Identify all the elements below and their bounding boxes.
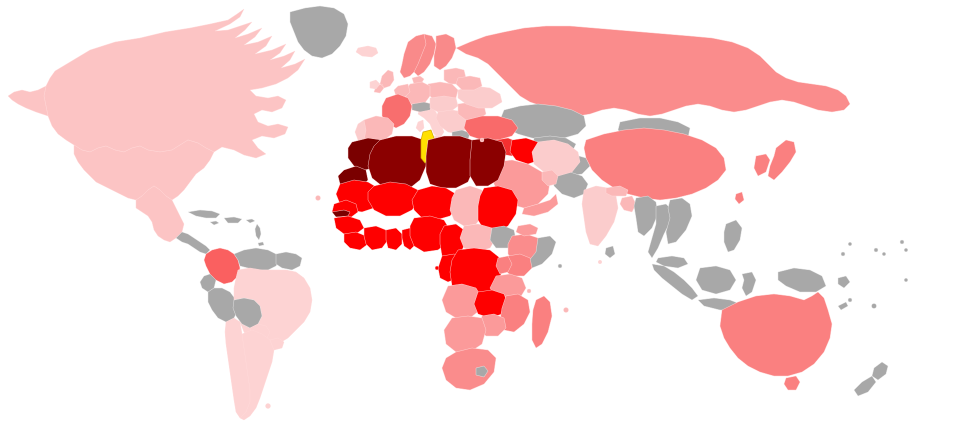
island-seychelles-marker[interactable] bbox=[558, 264, 562, 268]
island-falklands-marker[interactable] bbox=[266, 404, 271, 409]
country-sri-lanka[interactable] bbox=[605, 246, 615, 258]
island-cape-verde-marker[interactable] bbox=[315, 195, 320, 200]
country-ukraine[interactable] bbox=[458, 86, 502, 108]
country-venezuela[interactable] bbox=[234, 248, 280, 270]
country-lesotho[interactable] bbox=[476, 366, 488, 377]
country-nepal-bhutan[interactable] bbox=[606, 186, 628, 196]
country-borneo[interactable] bbox=[696, 266, 736, 294]
country-angola[interactable] bbox=[442, 284, 482, 318]
country-indonesia-sumatra[interactable] bbox=[652, 264, 698, 300]
country-united-states[interactable] bbox=[74, 140, 214, 200]
country-gambia[interactable] bbox=[332, 210, 350, 217]
region-oceania bbox=[720, 240, 908, 396]
country-czechia-slovakia-hungary[interactable] bbox=[430, 96, 458, 112]
country-somalia[interactable] bbox=[528, 236, 556, 268]
region-south-america bbox=[200, 248, 312, 420]
island-madagascar[interactable] bbox=[532, 296, 552, 348]
country-ghana[interactable] bbox=[386, 228, 402, 250]
country-united-kingdom[interactable] bbox=[374, 70, 394, 93]
country-belarus[interactable] bbox=[456, 76, 482, 90]
country-greenland[interactable] bbox=[290, 6, 348, 58]
island-puerto-rico[interactable] bbox=[246, 219, 255, 223]
country-sweden[interactable] bbox=[414, 34, 436, 76]
island-micronesia-marker-2[interactable] bbox=[900, 240, 904, 244]
country-egypt[interactable] bbox=[470, 138, 506, 186]
region-asia-east bbox=[582, 128, 850, 310]
country-alaska[interactable] bbox=[8, 86, 48, 116]
country-chad[interactable] bbox=[450, 186, 486, 226]
country-uruguay[interactable] bbox=[270, 338, 284, 350]
country-niger[interactable] bbox=[412, 186, 458, 220]
island-solomon[interactable] bbox=[838, 276, 850, 288]
island-mauritius-marker[interactable] bbox=[564, 308, 569, 313]
country-philippines[interactable] bbox=[724, 220, 742, 252]
country-new-zealand[interactable] bbox=[854, 362, 888, 396]
island-cuba[interactable] bbox=[188, 210, 220, 218]
island-palau-marker[interactable] bbox=[882, 252, 886, 256]
country-gulf-states[interactable] bbox=[542, 170, 558, 186]
island-kiribati-marker[interactable] bbox=[904, 278, 908, 282]
region-north-africa bbox=[338, 130, 506, 190]
region-west-africa bbox=[332, 180, 518, 260]
country-botswana-namibia[interactable] bbox=[444, 316, 486, 352]
island-new-caledonia[interactable] bbox=[838, 302, 848, 310]
country-mali[interactable] bbox=[368, 182, 420, 216]
region-north-america bbox=[8, 6, 348, 254]
island-micronesia-marker-1[interactable] bbox=[841, 252, 845, 256]
country-central-african-republic[interactable] bbox=[460, 224, 496, 252]
island-sao-tome-marker[interactable] bbox=[435, 266, 439, 270]
country-malaysia[interactable] bbox=[656, 256, 688, 268]
country-sulawesi[interactable] bbox=[742, 272, 756, 296]
country-japan[interactable] bbox=[768, 140, 796, 180]
country-switzerland-austria[interactable] bbox=[412, 102, 432, 112]
region-misc-markers bbox=[266, 138, 602, 409]
island-sardinia-corsica[interactable] bbox=[416, 120, 424, 132]
island-maldives-marker[interactable] bbox=[598, 260, 602, 264]
island-fiji-marker[interactable] bbox=[872, 304, 877, 309]
country-mozambique-malawi[interactable] bbox=[500, 294, 530, 332]
country-yemen-oman[interactable] bbox=[522, 194, 558, 216]
country-iceland[interactable] bbox=[356, 46, 378, 57]
country-china[interactable] bbox=[584, 128, 726, 200]
island-vanuatu-marker[interactable] bbox=[848, 298, 852, 302]
country-sierra-leone-liberia[interactable] bbox=[344, 232, 368, 250]
island-lesser-antilles[interactable] bbox=[255, 224, 261, 240]
island-trinidad[interactable] bbox=[258, 242, 264, 246]
island-marshall-marker[interactable] bbox=[904, 248, 908, 252]
island-nauru-marker[interactable] bbox=[848, 242, 852, 246]
country-guinea-bissau-guinea[interactable] bbox=[334, 216, 364, 234]
country-uganda-rwanda[interactable] bbox=[496, 256, 512, 274]
country-australia[interactable] bbox=[720, 292, 832, 376]
region-africa-south bbox=[315, 195, 568, 390]
country-png[interactable] bbox=[778, 268, 826, 292]
island-comoros-marker[interactable] bbox=[527, 289, 531, 293]
country-libya[interactable] bbox=[426, 136, 476, 188]
country-ivory-coast[interactable] bbox=[364, 226, 388, 250]
country-finland[interactable] bbox=[434, 34, 456, 70]
country-guyanas[interactable] bbox=[276, 252, 302, 270]
island-guam-marker[interactable] bbox=[874, 248, 878, 252]
island-jamaica[interactable] bbox=[210, 221, 219, 225]
country-myanmar[interactable] bbox=[634, 196, 658, 236]
country-turkey[interactable] bbox=[464, 116, 518, 140]
country-iran[interactable] bbox=[532, 140, 580, 176]
island-tasmania[interactable] bbox=[784, 376, 800, 390]
country-eritrea-djibouti[interactable] bbox=[516, 224, 538, 236]
country-south-africa[interactable] bbox=[442, 348, 496, 390]
island-cyprus-marker[interactable] bbox=[480, 138, 484, 142]
country-korea[interactable] bbox=[754, 154, 770, 176]
country-central-america[interactable] bbox=[176, 232, 210, 254]
country-ireland[interactable] bbox=[370, 80, 380, 89]
country-laos-cambodia-vietnam[interactable] bbox=[666, 198, 692, 244]
country-bangladesh[interactable] bbox=[620, 196, 636, 212]
island-hispaniola[interactable] bbox=[224, 217, 242, 223]
country-taiwan[interactable] bbox=[735, 192, 744, 204]
